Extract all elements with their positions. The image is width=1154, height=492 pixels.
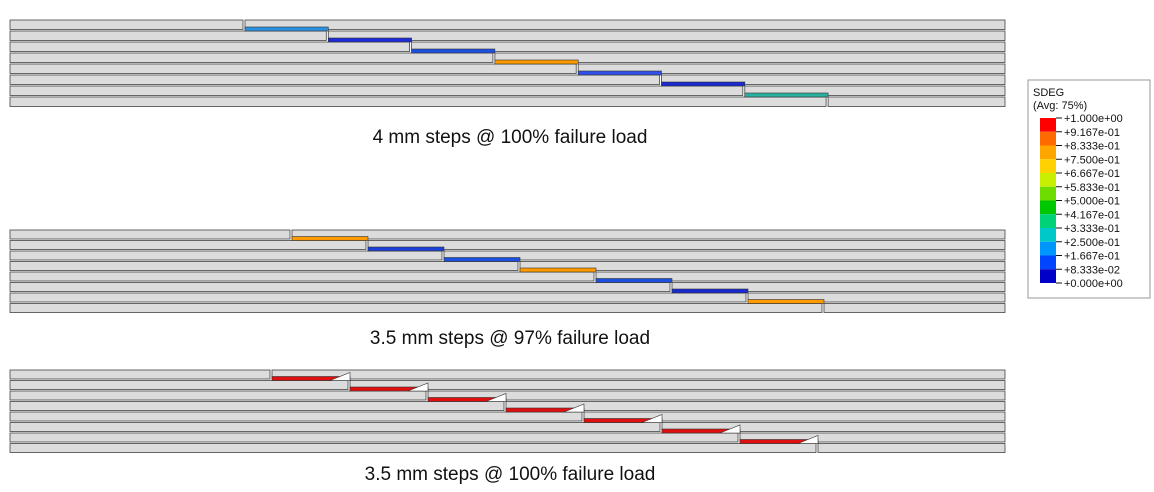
legend-band [1040, 269, 1056, 283]
legend-subtitle: (Avg: 75%) [1033, 100, 1087, 112]
cohesive-strip [328, 38, 411, 42]
legend-label: +8.333e-01 [1064, 141, 1120, 153]
ply [412, 42, 1005, 52]
ply [10, 97, 826, 107]
legend-title: SDEG [1033, 87, 1064, 99]
ply [10, 251, 442, 260]
ply [10, 293, 746, 302]
legend-band [1040, 242, 1056, 256]
ply [10, 423, 660, 432]
legend-label: +9.167e-01 [1064, 127, 1120, 139]
legend-band [1040, 146, 1056, 160]
legend-band [1040, 187, 1056, 201]
legend-band [1040, 214, 1056, 228]
cohesive-strip [444, 258, 520, 262]
cohesive-strip [495, 60, 578, 64]
legend-label: +4.167e-01 [1064, 209, 1120, 221]
legend-band [1040, 201, 1056, 215]
ply [10, 412, 582, 421]
legend-label: +1.000e+00 [1064, 113, 1123, 125]
legend-label: +8.333e-02 [1064, 264, 1120, 276]
ply [10, 42, 410, 52]
legend-label: +6.667e-01 [1064, 168, 1120, 180]
ply [10, 31, 326, 41]
ply [10, 444, 816, 453]
ply [10, 283, 670, 292]
legend-label: +5.833e-01 [1064, 182, 1120, 194]
legend-band [1040, 256, 1056, 270]
legend-label: +0.000e+00 [1064, 278, 1123, 290]
caption: 4 mm steps @ 100% failure load [373, 127, 648, 148]
legend-band [1040, 173, 1056, 187]
ply [428, 391, 1005, 400]
legend-label: +2.500e-01 [1064, 237, 1120, 249]
ply [824, 304, 1005, 313]
cohesive-strip [672, 289, 748, 293]
caption: 3.5 mm steps @ 100% failure load [365, 464, 656, 485]
ply [10, 75, 660, 85]
ply [828, 97, 1005, 107]
ply [444, 251, 1005, 260]
ply [818, 444, 1005, 453]
cohesive-strip [748, 300, 824, 304]
ply [10, 433, 738, 442]
cohesive-strip [412, 49, 495, 53]
cohesive-strip [745, 93, 828, 97]
caption: 3.5 mm steps @ 97% failure load [370, 328, 650, 349]
ply [10, 53, 493, 63]
legend-label: +3.333e-01 [1064, 223, 1120, 235]
ply [10, 370, 270, 379]
legend-label: +1.667e-01 [1064, 251, 1120, 263]
ply [10, 230, 290, 239]
figure: 4 mm steps @ 100% failure load 3.5 mm st… [0, 0, 1154, 492]
legend-band [1040, 132, 1056, 146]
ply [272, 370, 1005, 379]
cohesive-strip [292, 237, 368, 241]
legend-label: +7.500e-01 [1064, 154, 1120, 166]
legend-label: +5.000e-01 [1064, 196, 1120, 208]
ply [10, 20, 243, 30]
legend-band [1040, 118, 1056, 132]
legend-band [1040, 159, 1056, 173]
cohesive-strip [596, 279, 672, 283]
ply [10, 402, 504, 411]
ply [368, 241, 1005, 250]
cohesive-strip [662, 82, 745, 86]
ply [328, 31, 1005, 41]
ply [10, 241, 366, 250]
legend-band [1040, 228, 1056, 242]
cohesive-strip [368, 247, 444, 251]
ply [292, 230, 1005, 239]
ply [10, 64, 576, 74]
ply [10, 381, 348, 390]
ply [10, 391, 426, 400]
ply [10, 272, 594, 281]
ply [245, 20, 1005, 30]
ply [10, 304, 822, 313]
cohesive-strip [578, 71, 661, 75]
ply [350, 381, 1005, 390]
cohesive-strip [520, 268, 596, 272]
ply [10, 262, 518, 271]
ply [10, 86, 743, 96]
cohesive-strip [245, 27, 328, 31]
